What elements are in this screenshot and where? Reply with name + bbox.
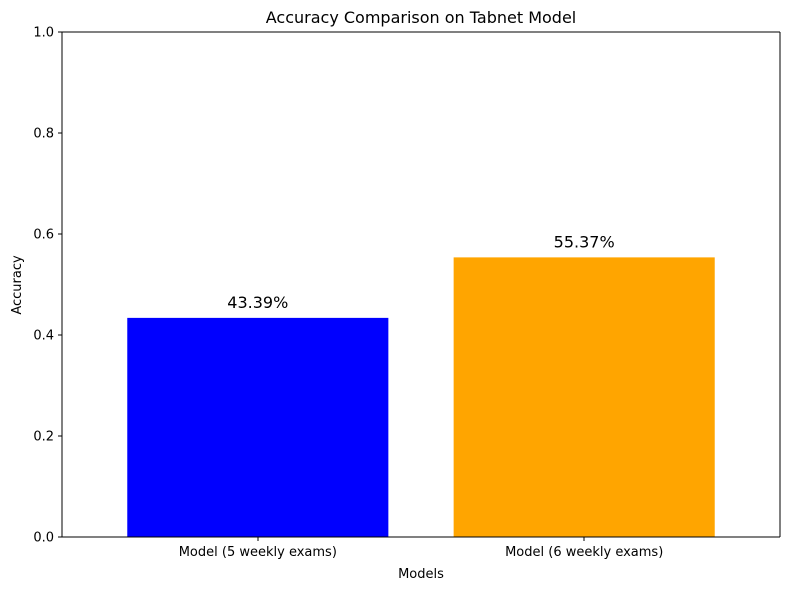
x-tick-label-1: Model (5 weekly exams) <box>179 545 337 560</box>
x-axis-ticks: Model (5 weekly exams) Model (6 weekly ex… <box>179 537 663 560</box>
y-tick-label-4: 0.6 <box>33 228 54 243</box>
y-tick-label-3: 0.4 <box>33 329 54 344</box>
y-tick-label-1: 0.0 <box>33 531 54 546</box>
bar-1 <box>127 317 389 537</box>
y-tick-label-2: 0.2 <box>33 430 54 445</box>
x-tick-label-2: Model (6 weekly exams) <box>505 545 663 560</box>
y-tick-label-5: 0.8 <box>33 127 54 142</box>
y-axis-title: Accuracy <box>10 255 25 315</box>
chart-title: Accuracy Comparison on Tabnet Model <box>266 8 577 27</box>
bar-value-label-1: 43.39% <box>227 293 288 312</box>
bar-value-label-2: 55.37% <box>554 232 615 251</box>
y-axis-ticks: 0.0 0.2 0.4 0.6 0.8 1.0 <box>33 26 62 546</box>
bar-2 <box>453 257 715 537</box>
data-labels-layer: 43.39% 55.37% <box>227 232 614 312</box>
bars-layer <box>127 257 715 537</box>
x-axis-title: Models <box>398 567 444 582</box>
y-tick-label-6: 1.0 <box>33 26 54 41</box>
